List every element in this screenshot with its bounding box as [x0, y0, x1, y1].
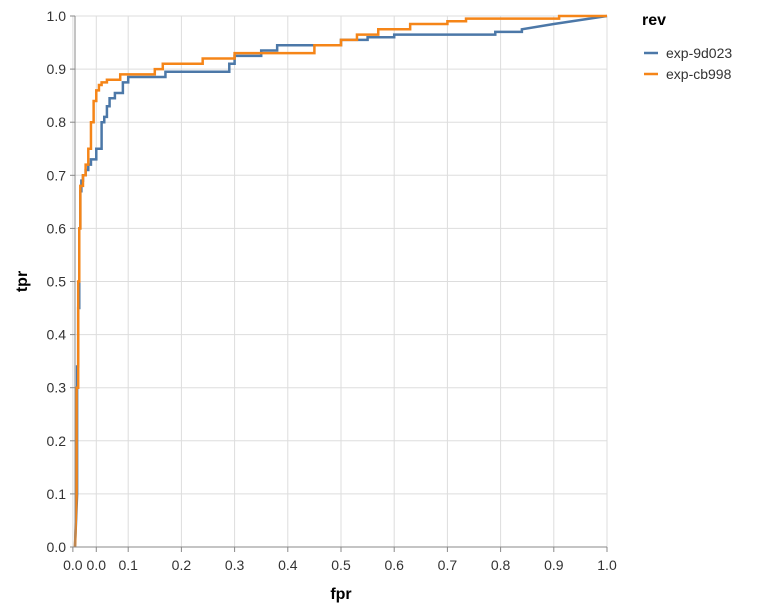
x-tick-label: 1.0 — [597, 557, 617, 573]
series-line-1 — [73, 14, 607, 548]
legend-label: exp-9d023 — [666, 45, 732, 61]
x-tick-label: 0.0 — [87, 557, 107, 573]
gridlines — [72, 15, 608, 548]
x-tick-label: 0.8 — [491, 557, 511, 573]
y-tick-label: 0.3 — [47, 380, 67, 396]
plot-area: 0.0 0.0 0.1 0.2 0.3 0.4 0.5 0.6 0.7 0.8 0.9 1.0 0.0… — [47, 8, 617, 573]
y-tick-label: 0.9 — [47, 61, 67, 77]
x-tick-label: 0.9 — [544, 557, 564, 573]
x-tick-label: 0.0 — [63, 557, 83, 573]
legend: rev exp-9d023 exp-cb998 — [642, 12, 732, 82]
y-tick-label: 0.5 — [47, 274, 67, 290]
series-lines — [73, 14, 608, 548]
x-tick-label: 0.4 — [278, 557, 298, 573]
x-axis: 0.0 0.0 0.1 0.2 0.3 0.4 0.5 0.6 0.7 0.8 0.9 1.0 — [63, 546, 617, 573]
y-tick-label: 0.1 — [47, 486, 67, 502]
y-tick-label: 0.8 — [47, 114, 67, 130]
y-tick-label: 0.4 — [47, 327, 67, 343]
y-tick-label: 0.0 — [47, 539, 67, 555]
x-tick-label: 0.7 — [438, 557, 458, 573]
y-axis-title: tpr — [14, 271, 31, 292]
legend-title: rev — [642, 12, 666, 29]
y-tick-label: 0.7 — [47, 167, 67, 183]
x-tick-label: 0.1 — [118, 557, 138, 573]
x-tick-label: 0.3 — [225, 557, 245, 573]
x-tick-label: 0.2 — [172, 557, 192, 573]
y-tick-label: 0.6 — [47, 220, 67, 236]
x-tick-label: 0.6 — [384, 557, 404, 573]
x-tick-label: 0.5 — [331, 557, 351, 573]
legend-label: exp-cb998 — [666, 66, 732, 82]
y-axis: 0.0 0.1 0.2 0.3 0.4 0.5 0.6 0.7 0.8 0.9 1.0 — [47, 8, 76, 555]
y-tick-label: 1.0 — [47, 8, 67, 24]
y-tick-label: 0.2 — [47, 433, 67, 449]
x-axis-title: fpr — [330, 586, 351, 603]
